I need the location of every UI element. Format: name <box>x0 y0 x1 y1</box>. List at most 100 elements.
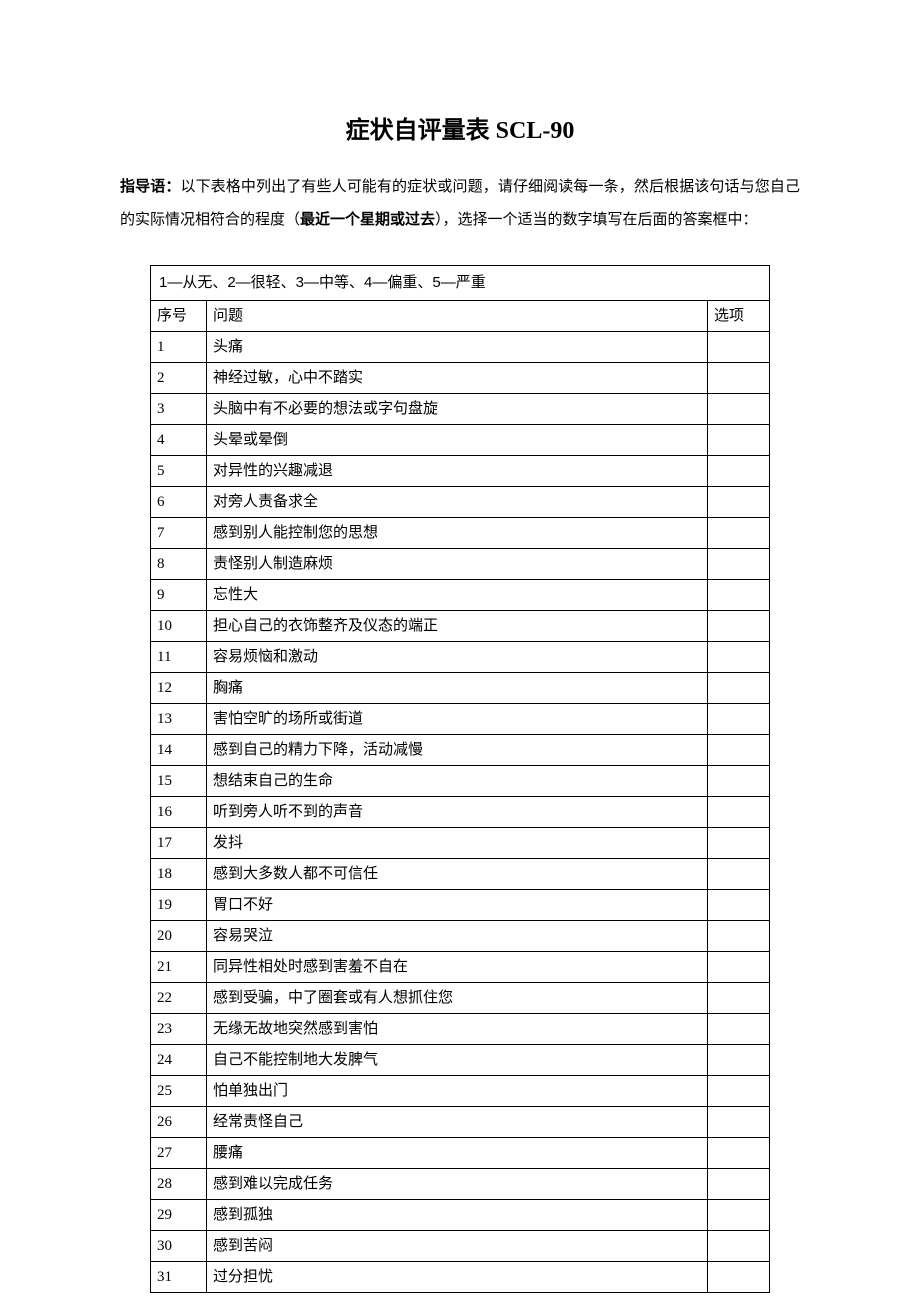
row-question: 自己不能控制地大发脾气 <box>207 1045 708 1076</box>
table-row: 31过分担忧 <box>151 1262 770 1293</box>
row-answer-cell[interactable] <box>707 1107 769 1138</box>
row-answer-cell[interactable] <box>707 332 769 363</box>
table-row: 19胃口不好 <box>151 890 770 921</box>
row-question: 感到难以完成任务 <box>207 1169 708 1200</box>
row-number: 31 <box>151 1262 207 1293</box>
row-number: 9 <box>151 580 207 611</box>
row-answer-cell[interactable] <box>707 1200 769 1231</box>
instructions-paragraph: 指导语：以下表格中列出了有些人可能有的症状或问题，请仔细阅读每一条，然后根据该句… <box>120 171 800 237</box>
header-question: 问题 <box>207 301 708 332</box>
table-row: 25怕单独出门 <box>151 1076 770 1107</box>
row-question: 神经过敏，心中不踏实 <box>207 363 708 394</box>
row-answer-cell[interactable] <box>707 704 769 735</box>
table-row: 24自己不能控制地大发脾气 <box>151 1045 770 1076</box>
row-number: 16 <box>151 797 207 828</box>
row-question: 同异性相处时感到害羞不自在 <box>207 952 708 983</box>
row-answer-cell[interactable] <box>707 859 769 890</box>
row-number: 21 <box>151 952 207 983</box>
row-answer-cell[interactable] <box>707 642 769 673</box>
instructions-part2: ），选择一个适当的数字填写在后面的答案框中： <box>435 212 758 228</box>
row-number: 17 <box>151 828 207 859</box>
row-answer-cell[interactable] <box>707 890 769 921</box>
table-row: 29感到孤独 <box>151 1200 770 1231</box>
table-row: 26经常责怪自己 <box>151 1107 770 1138</box>
table-row: 17发抖 <box>151 828 770 859</box>
table-row: 23无缘无故地突然感到害怕 <box>151 1014 770 1045</box>
row-question: 感到大多数人都不可信任 <box>207 859 708 890</box>
row-number: 19 <box>151 890 207 921</box>
row-answer-cell[interactable] <box>707 1076 769 1107</box>
row-number: 22 <box>151 983 207 1014</box>
row-question: 胃口不好 <box>207 890 708 921</box>
row-number: 30 <box>151 1231 207 1262</box>
row-number: 23 <box>151 1014 207 1045</box>
table-row: 20容易哭泣 <box>151 921 770 952</box>
row-question: 感到别人能控制您的思想 <box>207 518 708 549</box>
table-row: 12胸痛 <box>151 673 770 704</box>
row-answer-cell[interactable] <box>707 1138 769 1169</box>
table-row: 13害怕空旷的场所或街道 <box>151 704 770 735</box>
row-answer-cell[interactable] <box>707 673 769 704</box>
table-row: 1头痛 <box>151 332 770 363</box>
scale-legend-cell: 1—从无、2—很轻、3—中等、4—偏重、5—严重 <box>151 266 770 301</box>
row-question: 感到苦闷 <box>207 1231 708 1262</box>
instructions-bold: 最近一个星期或过去 <box>300 212 435 228</box>
row-answer-cell[interactable] <box>707 1262 769 1293</box>
row-number: 1 <box>151 332 207 363</box>
row-answer-cell[interactable] <box>707 1014 769 1045</box>
row-question: 头痛 <box>207 332 708 363</box>
table-row: 21同异性相处时感到害羞不自在 <box>151 952 770 983</box>
scale-legend-row: 1—从无、2—很轻、3—中等、4—偏重、5—严重 <box>151 266 770 301</box>
row-number: 12 <box>151 673 207 704</box>
row-answer-cell[interactable] <box>707 921 769 952</box>
row-answer-cell[interactable] <box>707 363 769 394</box>
row-answer-cell[interactable] <box>707 1169 769 1200</box>
row-number: 5 <box>151 456 207 487</box>
header-answer: 选项 <box>707 301 769 332</box>
table-row: 11容易烦恼和激动 <box>151 642 770 673</box>
row-number: 18 <box>151 859 207 890</box>
row-answer-cell[interactable] <box>707 518 769 549</box>
row-answer-cell[interactable] <box>707 983 769 1014</box>
questionnaire-table: 1—从无、2—很轻、3—中等、4—偏重、5—严重 序号 问题 选项 1头痛2神经… <box>150 265 770 1293</box>
row-question: 想结束自己的生命 <box>207 766 708 797</box>
table-row: 30感到苦闷 <box>151 1231 770 1262</box>
row-question: 过分担忧 <box>207 1262 708 1293</box>
row-number: 11 <box>151 642 207 673</box>
table-row: 5对异性的兴趣减退 <box>151 456 770 487</box>
row-question: 无缘无故地突然感到害怕 <box>207 1014 708 1045</box>
instructions-label: 指导语： <box>120 179 180 195</box>
row-answer-cell[interactable] <box>707 394 769 425</box>
row-answer-cell[interactable] <box>707 487 769 518</box>
table-row: 4头晕或晕倒 <box>151 425 770 456</box>
header-num: 序号 <box>151 301 207 332</box>
row-question: 感到孤独 <box>207 1200 708 1231</box>
row-answer-cell[interactable] <box>707 456 769 487</box>
row-number: 6 <box>151 487 207 518</box>
row-question: 发抖 <box>207 828 708 859</box>
row-answer-cell[interactable] <box>707 952 769 983</box>
row-number: 25 <box>151 1076 207 1107</box>
table-row: 9忘性大 <box>151 580 770 611</box>
row-answer-cell[interactable] <box>707 1045 769 1076</box>
row-number: 4 <box>151 425 207 456</box>
row-answer-cell[interactable] <box>707 580 769 611</box>
row-question: 对旁人责备求全 <box>207 487 708 518</box>
row-question: 听到旁人听不到的声音 <box>207 797 708 828</box>
row-question: 怕单独出门 <box>207 1076 708 1107</box>
row-answer-cell[interactable] <box>707 828 769 859</box>
row-answer-cell[interactable] <box>707 611 769 642</box>
table-row: 16听到旁人听不到的声音 <box>151 797 770 828</box>
row-number: 27 <box>151 1138 207 1169</box>
table-row: 10担心自己的衣饰整齐及仪态的端正 <box>151 611 770 642</box>
row-answer-cell[interactable] <box>707 766 769 797</box>
row-answer-cell[interactable] <box>707 1231 769 1262</box>
row-number: 3 <box>151 394 207 425</box>
row-answer-cell[interactable] <box>707 549 769 580</box>
row-answer-cell[interactable] <box>707 425 769 456</box>
row-answer-cell[interactable] <box>707 735 769 766</box>
row-number: 24 <box>151 1045 207 1076</box>
questionnaire-table-wrap: 1—从无、2—很轻、3—中等、4—偏重、5—严重 序号 问题 选项 1头痛2神经… <box>120 265 800 1293</box>
row-answer-cell[interactable] <box>707 797 769 828</box>
row-question: 胸痛 <box>207 673 708 704</box>
